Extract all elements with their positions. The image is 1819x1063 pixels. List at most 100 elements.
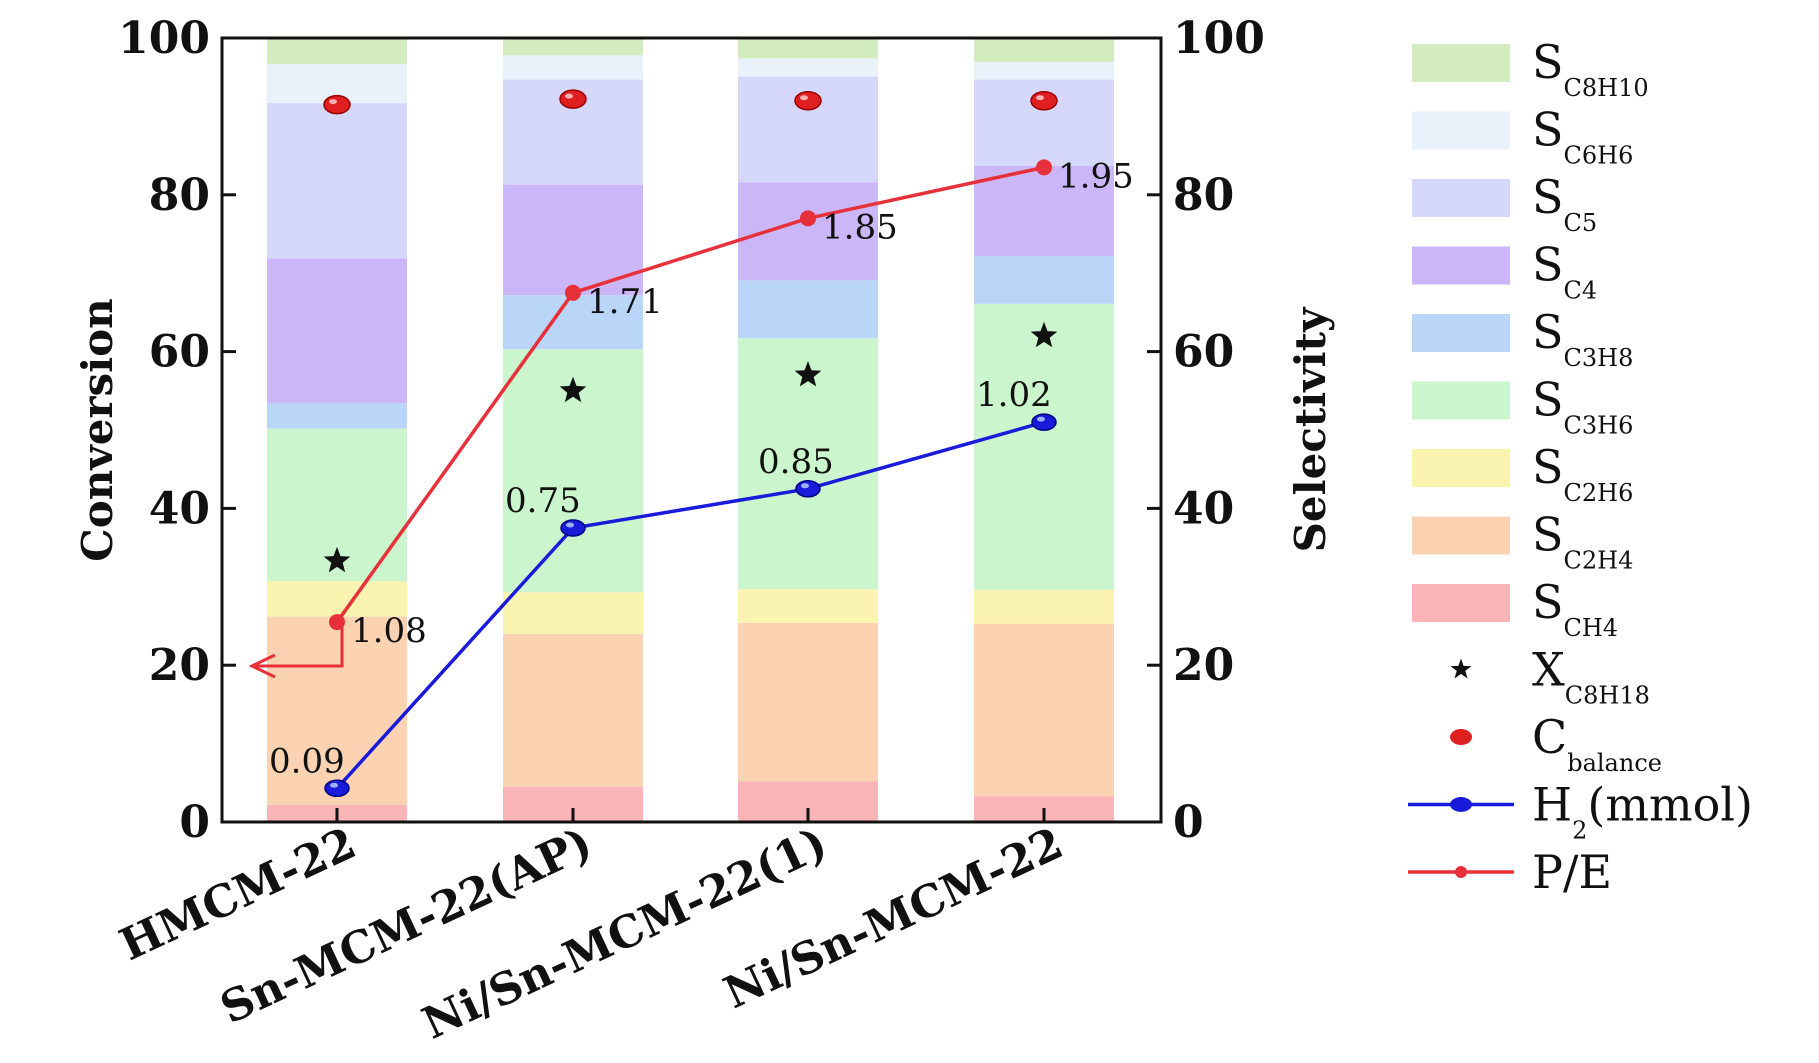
- legend-swatch-c4: [1412, 246, 1510, 285]
- y-right-tick-label: 0: [1173, 797, 1204, 848]
- legend-swatch-c2h4: [1412, 516, 1510, 555]
- h2-point-highlight: [801, 483, 809, 489]
- bar-stacks: [267, 38, 1114, 822]
- legend-label-c6h6: SC6H6: [1532, 103, 1633, 170]
- bar-segment-c2h4: [738, 622, 878, 782]
- y-axis-left-title: Conversion: [73, 298, 122, 561]
- bar-segment-c3h8: [974, 255, 1114, 304]
- c-balance-point: [1030, 90, 1058, 111]
- line-h2: [335, 420, 1045, 790]
- bar-segment-c6h6: [503, 55, 643, 80]
- bar-segment-c8h10: [738, 38, 878, 59]
- legend-subscript: CH4: [1564, 614, 1619, 642]
- bar-segment-c2h4: [974, 623, 1114, 797]
- bar-segment-c2h6: [974, 589, 1114, 624]
- point-value-label: 1.08: [351, 611, 427, 651]
- legend-label-c4: SC4: [1532, 238, 1597, 305]
- c-balance-highlight: [565, 93, 573, 99]
- point-value-label: 0.85: [758, 442, 834, 482]
- bar-segment-c6h6: [974, 62, 1114, 80]
- y-right-tick-label: 100: [1173, 13, 1265, 64]
- pe-point: [1036, 159, 1052, 176]
- y-right-tick-label: 40: [1173, 483, 1234, 534]
- legend-subscript: 2: [1572, 817, 1587, 845]
- point-value-label: 0.75: [505, 481, 581, 521]
- bar-segment-c6h6: [738, 58, 878, 77]
- legend-label-c2h4: SC2H4: [1532, 508, 1633, 575]
- h2-point: [560, 519, 586, 537]
- y-right-tick-label: 60: [1173, 327, 1234, 378]
- point-value-label: 1.71: [587, 282, 663, 322]
- bar-segment-c3h8: [503, 295, 643, 350]
- legend-label-cbalance: Cbalance: [1532, 710, 1662, 777]
- legend-subscript: C5: [1564, 209, 1598, 237]
- point-labels: 0.09 0.75 0.85 1.02 1.08 1.71 1.85 1.95: [269, 156, 1134, 781]
- y-left-tick-label: 60: [149, 327, 210, 378]
- c-balance-highlight: [1036, 95, 1044, 101]
- legend-sphere-icon: [1450, 729, 1472, 745]
- line-series: [324, 159, 1057, 798]
- legend-subscript: C3H6: [1564, 412, 1634, 440]
- legend-swatch-ch4: [1412, 584, 1510, 622]
- legend: SC8H10SC6H6SC5SC4SC3H8SC3H6SC2H6SC2H4SCH…: [1408, 35, 1753, 899]
- x-category-label: Ni/Sn-MCM-22(1): [415, 818, 835, 1050]
- bar-segment-c8h10: [503, 38, 643, 56]
- legend-subscript: C6H6: [1564, 142, 1634, 170]
- line-pe: [335, 165, 1045, 624]
- bar-segment-c2h4: [503, 633, 643, 787]
- h2-point: [1031, 413, 1057, 431]
- legend-swatch-c2h6: [1412, 449, 1510, 487]
- c-balance-highlight: [800, 95, 808, 101]
- point-value-label: 1.95: [1058, 156, 1134, 196]
- legend-star-icon: [1450, 658, 1472, 679]
- legend-pe-point-icon: [1455, 866, 1467, 878]
- y-left-tick-label: 80: [149, 170, 210, 221]
- legend-label-line: P/E: [1532, 845, 1612, 899]
- x-c8h18-star: [794, 361, 822, 387]
- point-value-label: 0.09: [269, 741, 345, 781]
- c-balance-point: [323, 94, 351, 115]
- bar-segment-c2h6: [503, 592, 643, 634]
- pe-point: [565, 284, 581, 301]
- plot-frame: [220, 36, 1163, 824]
- legend-subscript: C8H10: [1564, 74, 1649, 102]
- legend-label-c3h8: SC3H8: [1532, 305, 1633, 372]
- point-value-label: 1.02: [976, 375, 1052, 415]
- legend-swatch-c8h10: [1412, 44, 1510, 82]
- x-axis-labels: HMCM-22Sn-MCM-22(AP)Ni/Sn-MCM-22(1)Ni/Sn…: [112, 818, 1070, 1050]
- legend-subscript: C2H4: [1564, 547, 1634, 575]
- x-c8h18-star: [1030, 321, 1058, 348]
- h2-point: [324, 779, 350, 798]
- bar-segment-c8h10: [267, 38, 407, 64]
- bar-segment-c2h6: [267, 581, 407, 617]
- x-c8h18-star: [559, 376, 587, 403]
- bar-segment-c2h6: [738, 589, 878, 623]
- y-left-tick-label: 100: [118, 13, 210, 64]
- pe-point: [800, 210, 816, 227]
- bar-segment-c4: [974, 165, 1114, 256]
- bar-segment-c3h8: [267, 403, 407, 429]
- c-balance-point: [559, 89, 587, 109]
- bar-segment-c4: [267, 258, 407, 404]
- axes: 0 0 20 20 40 40 60 60 80 80 100 100: [118, 13, 1265, 848]
- legend-label-line: H2(mmol): [1532, 778, 1753, 845]
- bar-segment-c3h8: [738, 280, 878, 339]
- bar-segment-c5: [267, 103, 407, 259]
- bar-segment-c4: [738, 182, 878, 281]
- bar-segment-c2h4: [267, 616, 407, 805]
- c-balance-highlight: [329, 99, 337, 105]
- legend-label-c2h6: SC2H6: [1532, 440, 1633, 507]
- h2-point: [795, 480, 821, 498]
- bar-segment-c3h6: [974, 303, 1114, 590]
- legend-swatch-c5: [1412, 179, 1510, 217]
- y-left-tick-label: 40: [149, 483, 210, 534]
- legend-subscript: C3H8: [1564, 344, 1634, 372]
- y-axis-right-title: Selectivity: [1286, 306, 1335, 552]
- legend-suffix: (mmol): [1587, 778, 1753, 832]
- legend-label-x: XC8H18: [1532, 643, 1650, 710]
- legend-swatch-c3h8: [1412, 314, 1510, 352]
- y-right-tick-label: 80: [1173, 170, 1234, 221]
- left-axis-arrow: [248, 626, 344, 679]
- marker-series: [323, 89, 1058, 573]
